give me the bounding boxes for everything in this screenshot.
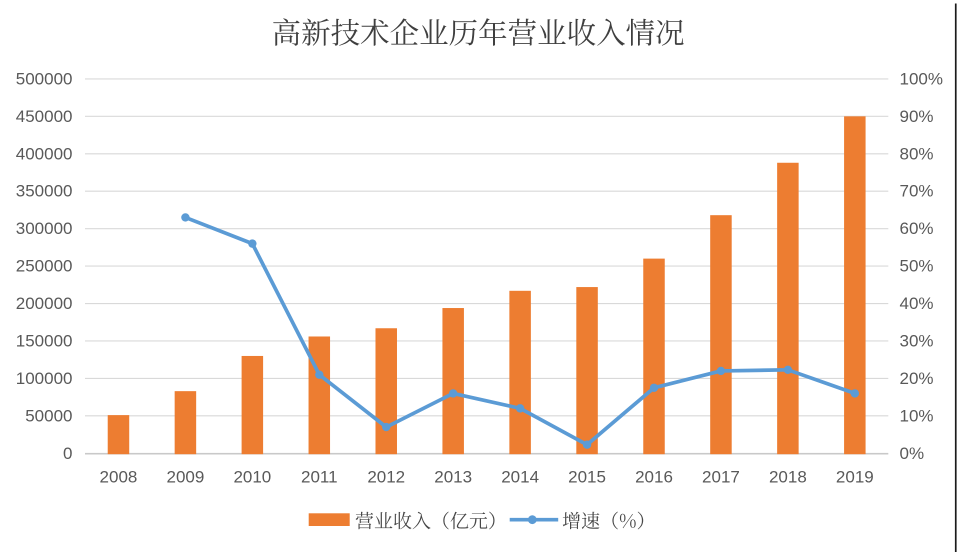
left-axis-tick-200000: 200000 (16, 294, 73, 313)
right-axis-tick-100%: 100% (900, 69, 943, 88)
x-axis-label-2008: 2008 (100, 468, 138, 487)
window-edge-artifact (954, 3, 957, 552)
growth-point-2016[interactable] (649, 383, 659, 392)
x-axis-line (85, 452, 889, 455)
bar-2010[interactable] (241, 355, 264, 455)
bar-2013[interactable] (442, 308, 464, 455)
x-axis-label-2013: 2013 (434, 468, 472, 487)
right-axis-tick-80%: 80% (900, 144, 934, 163)
legend-swatch-growth-marker (527, 515, 537, 525)
growth-point-2019[interactable] (850, 389, 860, 398)
x-axis-label-2017: 2017 (702, 468, 740, 487)
x-axis-label-2014: 2014 (501, 468, 539, 487)
legend-swatch-revenue (308, 513, 350, 526)
x-axis-label-2018: 2018 (769, 468, 807, 487)
growth-point-2018[interactable] (783, 365, 793, 375)
left-axis-tick-350000: 350000 (16, 182, 73, 201)
chart-title (273, 18, 684, 46)
bar-series-revenue (107, 116, 866, 455)
x-axis-label-2015: 2015 (568, 468, 606, 487)
legend-label-growth-glyphs (562, 511, 644, 530)
gridlines (85, 78, 889, 455)
growth-point-2017[interactable] (716, 366, 726, 376)
x-axis-label-2019: 2019 (836, 468, 874, 487)
right-axis-tick-60%: 60% (900, 219, 934, 238)
x-axis-label-2012: 2012 (367, 468, 405, 487)
left-axis-tick-100000: 100000 (16, 369, 73, 388)
left-axis-tick-450000: 450000 (16, 107, 73, 126)
line-series-growth (181, 213, 860, 449)
bar-2008[interactable] (107, 415, 130, 455)
bar-2019[interactable] (844, 116, 866, 455)
growth-point-2014[interactable] (515, 404, 525, 413)
growth-point-2009[interactable] (181, 213, 190, 222)
bar-2016[interactable] (643, 258, 665, 455)
bar-2017[interactable] (710, 215, 732, 455)
left-axis-tick-labels: 0 50000 100000 150000 200000 250000 300000 3500… (16, 69, 73, 462)
left-axis-tick-500000: 500000 (16, 69, 73, 88)
left-axis-tick-400000: 400000 (16, 144, 73, 163)
bar-2011[interactable] (308, 336, 331, 455)
x-axis-category-labels: 2008 2009 2010 2011 2012 2013 2014 2015 2016 2017… (100, 468, 874, 487)
bar-2012[interactable] (375, 328, 397, 455)
growth-point-2011[interactable] (315, 370, 324, 379)
chart-legend (308, 511, 644, 530)
right-axis-tick-0%: 0% (900, 444, 925, 463)
right-axis-tick-40%: 40% (900, 294, 934, 313)
growth-point-2012[interactable] (382, 422, 391, 432)
right-axis-tick-10%: 10% (900, 406, 934, 425)
legend-label-revenue-glyphs (355, 511, 495, 530)
x-axis-label-2010: 2010 (233, 468, 271, 487)
right-axis-tick-labels: 0% 10% 20% 30% 40% 50% 60% 70% 80% 90% 100% (900, 69, 943, 462)
bar-2014[interactable] (509, 290, 531, 455)
right-axis-tick-90%: 90% (900, 107, 934, 126)
left-axis-tick-300000: 300000 (16, 219, 73, 238)
legend-item-growth[interactable] (509, 511, 644, 530)
left-axis-tick-0: 0 (63, 444, 72, 463)
right-axis-tick-30%: 30% (900, 331, 934, 350)
x-axis-label-2016: 2016 (635, 468, 673, 487)
left-axis-tick-250000: 250000 (16, 257, 73, 276)
x-axis-label-2009: 2009 (166, 468, 204, 487)
bar-2018[interactable] (777, 162, 799, 455)
bar-2009[interactable] (174, 391, 197, 455)
right-axis-tick-20%: 20% (900, 369, 934, 388)
legend-item-revenue[interactable] (308, 511, 495, 530)
growth-point-2013[interactable] (448, 389, 458, 398)
x-axis-label-2011: 2011 (301, 468, 338, 487)
chart-title-glyphs (273, 18, 684, 46)
right-axis-tick-50%: 50% (900, 257, 934, 276)
right-axis-tick-70%: 70% (900, 182, 934, 201)
growth-point-2010[interactable] (248, 239, 257, 248)
left-axis-tick-50000: 50000 (25, 406, 72, 425)
left-axis-tick-150000: 150000 (16, 331, 73, 350)
growth-point-2015[interactable] (582, 440, 592, 449)
bar-2015[interactable] (576, 287, 598, 455)
